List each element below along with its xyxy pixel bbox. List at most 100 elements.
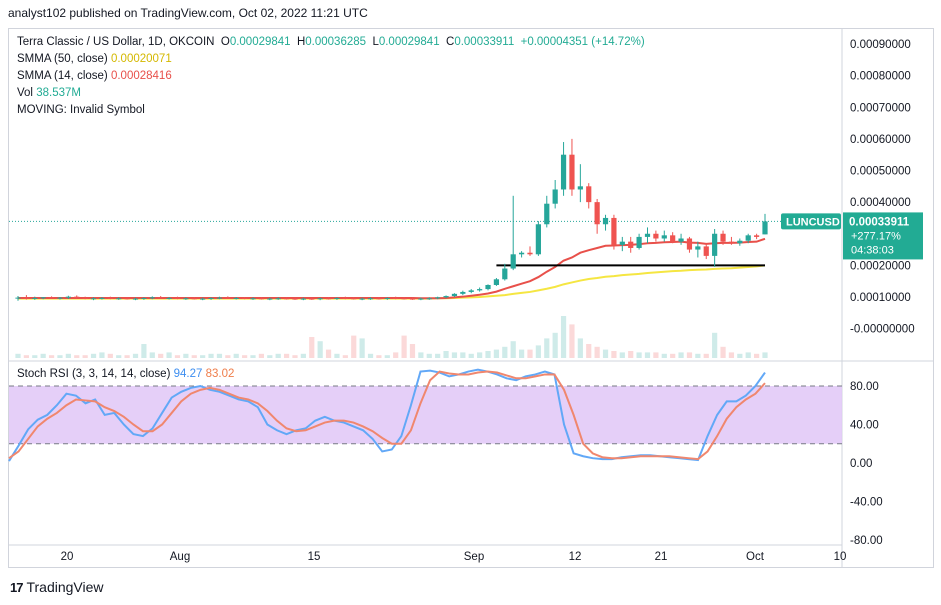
high-label: H <box>296 36 306 48</box>
volume-bar <box>367 353 374 358</box>
stoch-axis-tick: -80.00 <box>850 535 883 547</box>
volume-bar <box>426 353 432 358</box>
volume-bar <box>242 355 248 358</box>
candle-body <box>342 297 348 299</box>
candle <box>200 297 206 301</box>
candle <box>15 296 21 301</box>
time-axis-tick: 10 <box>834 551 847 563</box>
publisher-line: analyst102 published on TradingView.com,… <box>8 6 368 20</box>
candle <box>762 213 768 235</box>
candle <box>468 289 474 294</box>
volume-bar <box>435 353 441 358</box>
close-value: 0.00033911 <box>454 36 515 48</box>
candle-body <box>23 297 29 299</box>
tradingview-logo[interactable]: 17 TradingView <box>10 579 104 595</box>
smma14-value: 0.00028416 <box>110 70 172 82</box>
symbol-tag-text: LUNCUSD <box>786 216 840 228</box>
volume-bar <box>275 353 281 358</box>
candle <box>535 221 541 256</box>
candle-body <box>628 241 634 248</box>
candle-body <box>409 298 416 300</box>
candle <box>342 296 348 300</box>
candle-body <box>40 297 46 299</box>
volume-bar <box>686 352 693 358</box>
volume-bar <box>586 344 592 358</box>
candle <box>300 297 306 301</box>
candle-body <box>174 297 181 299</box>
candle <box>124 297 130 300</box>
candle-body <box>586 186 592 203</box>
candle-body <box>636 236 642 248</box>
candle-body <box>200 298 206 300</box>
volume-bar <box>40 353 46 358</box>
candle <box>435 296 441 300</box>
candle <box>401 297 407 300</box>
volume-bar <box>712 332 718 358</box>
candle <box>233 297 239 300</box>
candle-body <box>292 298 298 300</box>
stoch-d-line <box>8 370 766 461</box>
smma14-line <box>18 237 766 300</box>
candle <box>502 263 508 281</box>
volume-bar <box>401 335 407 358</box>
candle <box>569 138 575 196</box>
candle <box>376 297 382 300</box>
candle-body <box>754 235 760 237</box>
stoch-axis-tick: -40.00 <box>850 497 883 509</box>
main-legend: Terra Classic / US Dollar, 1D, OKCOIN O0… <box>17 34 645 119</box>
volume-bar <box>611 351 617 358</box>
candle-body <box>737 240 743 244</box>
volume-bar <box>317 341 323 358</box>
candle <box>317 297 323 301</box>
stoch-axis-tick: 80.00 <box>850 381 879 393</box>
candle-body <box>678 238 684 242</box>
candle <box>82 296 88 300</box>
candle-body <box>728 241 735 244</box>
candle <box>183 297 189 300</box>
tradingview-logo-text: TradingView <box>26 579 104 595</box>
volume-bar <box>703 353 709 358</box>
candle-body <box>267 298 273 300</box>
candle <box>359 297 365 301</box>
candle <box>737 238 743 246</box>
candle-body <box>435 297 441 299</box>
volume-bar <box>745 352 751 358</box>
time-axis-tick: 12 <box>569 551 582 563</box>
volume-bar <box>569 324 575 358</box>
candle-body <box>720 233 726 242</box>
candle <box>544 195 550 228</box>
candle <box>628 236 634 253</box>
candle <box>132 297 139 301</box>
symbol-title: Terra Classic / US Dollar, 1D, OKCOIN <box>17 36 215 48</box>
price-tag-bg <box>843 212 923 260</box>
candle <box>283 297 290 300</box>
volume-bar <box>191 355 197 358</box>
candle-body <box>124 298 130 300</box>
candle-body <box>216 297 223 299</box>
candle <box>602 214 609 231</box>
candle-body <box>317 298 323 300</box>
volume-bar <box>57 355 63 358</box>
candle <box>65 295 71 299</box>
candle <box>611 214 617 250</box>
candle-body <box>661 235 667 239</box>
candle-body <box>502 268 508 280</box>
volume-bar <box>183 353 189 358</box>
time-axis-tick: 15 <box>308 551 321 563</box>
volume-bar <box>74 355 80 358</box>
candle <box>275 297 281 300</box>
candle <box>57 297 63 300</box>
candle-body <box>653 233 659 239</box>
price-axis-tick: -0.00000000 <box>850 324 915 336</box>
volume-bar <box>233 353 239 358</box>
candle <box>216 296 223 300</box>
candle <box>510 195 516 271</box>
candle-body <box>468 290 474 292</box>
candle <box>728 236 735 245</box>
tradingview-mark-icon: 17 <box>10 579 24 595</box>
low-value: 0.00029841 <box>378 36 440 48</box>
volume-bar <box>451 352 458 358</box>
close-label: C <box>446 36 455 48</box>
symbol-tag-bg <box>781 213 841 230</box>
